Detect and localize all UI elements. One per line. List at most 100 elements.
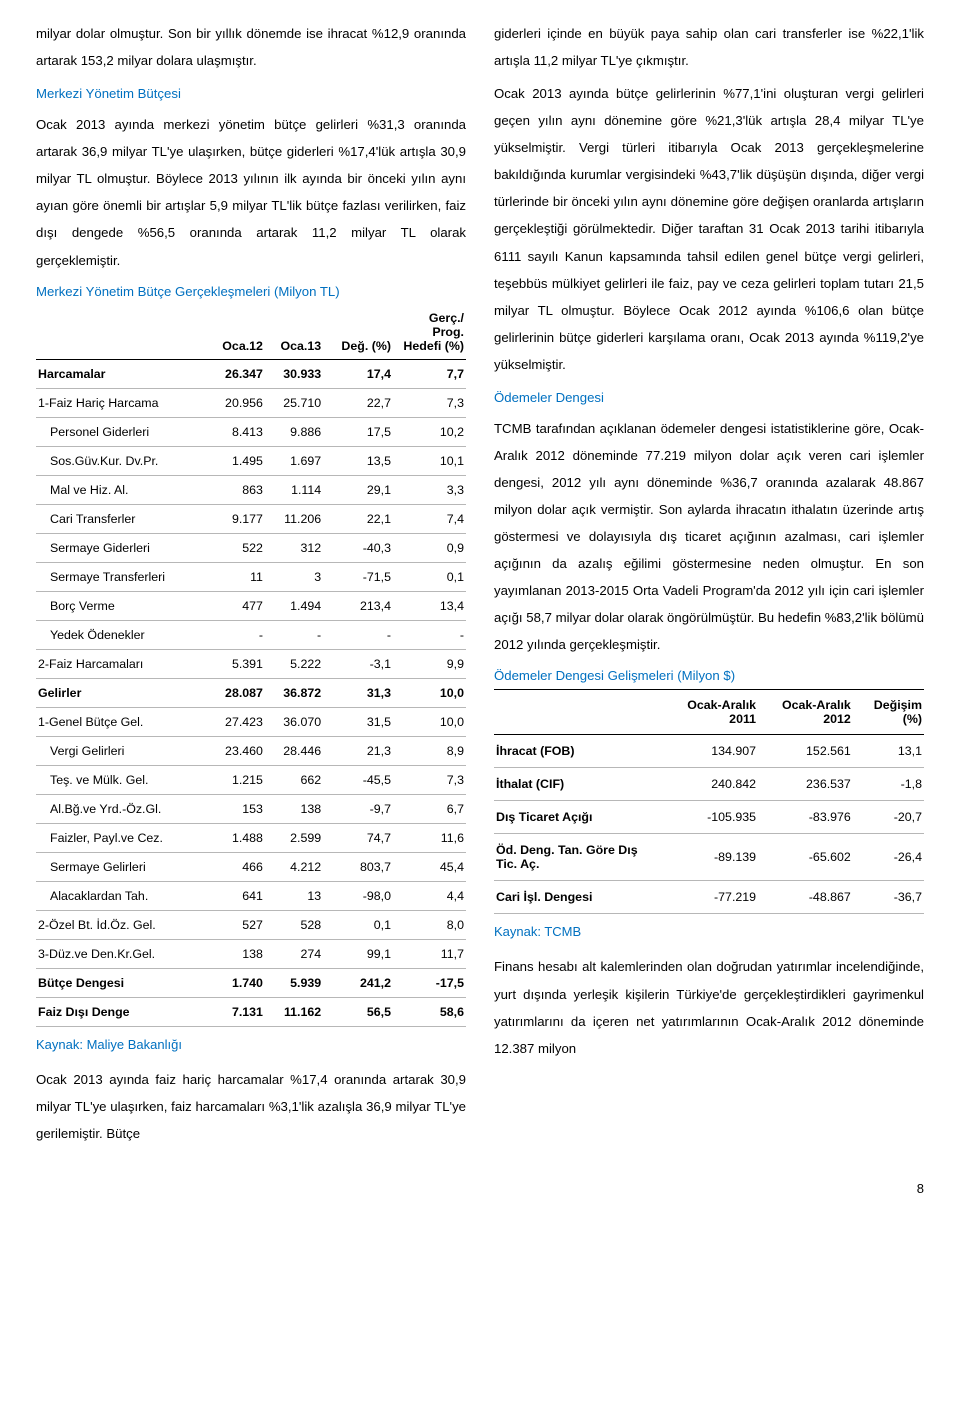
row-label: 2-Özel Bt. İd.Öz. Gel. [36,910,207,939]
row-value: 25.710 [265,388,323,417]
left-bottom-paragraph: Ocak 2013 ayında faiz hariç harcamalar %… [36,1066,466,1147]
row-value: -3,1 [323,649,393,678]
page-number: 8 [36,1181,924,1196]
row-value: 28.446 [265,736,323,765]
row-value: 22,7 [323,388,393,417]
right-para3: TCMB tarafından açıklanan ödemeler denge… [494,415,924,659]
row-value: -105.935 [663,801,758,834]
col-oca12: Oca.12 [207,305,265,360]
row-label: Cari Transferler [36,504,207,533]
row-label: 2-Faiz Harcamaları [36,649,207,678]
budget-paragraph: Ocak 2013 ayında merkezi yönetim bütçe g… [36,111,466,273]
row-label: Sos.Güv.Kur. Dv.Pr. [36,446,207,475]
row-value: 803,7 [323,852,393,881]
table-row: Personel Giderleri8.4139.88617,510,2 [36,417,466,446]
row-value: 17,5 [323,417,393,446]
row-value: 477 [207,591,265,620]
row-value: 3 [265,562,323,591]
row-value: 31,3 [323,678,393,707]
row-value: 11,7 [393,939,466,968]
table-row: Mal ve Hiz. Al.8631.11429,13,3 [36,475,466,504]
row-value: 8,0 [393,910,466,939]
row-value: 152.561 [758,735,853,768]
row-value: 466 [207,852,265,881]
intro-paragraph: milyar dolar olmuştur. Son bir yıllık dö… [36,20,466,74]
row-value: 1.114 [265,475,323,504]
row-value: 5.939 [265,968,323,997]
row-value: 7,3 [393,388,466,417]
row-value: 26.347 [207,359,265,388]
row-label: Mal ve Hiz. Al. [36,475,207,504]
row-label: Teş. ve Mülk. Gel. [36,765,207,794]
row-value: 11,6 [393,823,466,852]
row-value: 36.070 [265,707,323,736]
table-row: Borç Verme4771.494213,413,4 [36,591,466,620]
row-value: 74,7 [323,823,393,852]
row-value: 9.886 [265,417,323,446]
table-row: Yedek Ödenekler---- [36,620,466,649]
row-value: -1,8 [853,768,924,801]
row-label: Vergi Gelirleri [36,736,207,765]
row-value: -65.602 [758,834,853,881]
row-value: 1.488 [207,823,265,852]
table-row: Vergi Gelirleri23.46028.44621,38,9 [36,736,466,765]
row-value: 11.162 [265,997,323,1026]
row-value: 7,4 [393,504,466,533]
row-label: Sermaye Gelirleri [36,852,207,881]
row-value: 0,1 [323,910,393,939]
row-label: Cari İşl. Dengesi [494,881,663,914]
row-value: 240.842 [663,768,758,801]
row-label: Faizler, Payl.ve Cez. [36,823,207,852]
row-label: Harcamalar [36,359,207,388]
table-row: Sermaye Gelirleri4664.212803,745,4 [36,852,466,881]
row-value: -77.219 [663,881,758,914]
row-label: Bütçe Dengesi [36,968,207,997]
right-para2: Ocak 2013 ayında bütçe gelirlerinin %77,… [494,80,924,378]
row-value: 9.177 [207,504,265,533]
row-label: Faiz Dışı Denge [36,997,207,1026]
row-value: 6,7 [393,794,466,823]
row-value: 4.212 [265,852,323,881]
row-value: 10,1 [393,446,466,475]
bop-heading: Ödemeler Dengesi [494,384,924,411]
row-value: 11.206 [265,504,323,533]
row-value: 241,2 [323,968,393,997]
row-value: - [265,620,323,649]
bop-table: Ocak-Aralık 2011 Ocak-Aralık 2012 Değişi… [494,689,924,914]
row-value: 1.697 [265,446,323,475]
row-label: Sermaye Giderleri [36,533,207,562]
table-row: 1-Faiz Hariç Harcama20.95625.71022,77,3 [36,388,466,417]
budget-header-row: Oca.12 Oca.13 Değ. (%) Gerç./ Prog. Hede… [36,305,466,360]
right-column: giderleri içinde en büyük paya sahip ola… [494,20,924,1153]
row-value: 1.494 [265,591,323,620]
bop-col-2012: Ocak-Aralık 2012 [758,690,853,735]
row-value: -71,5 [323,562,393,591]
row-value: 10,0 [393,678,466,707]
bop-table-title: Ödemeler Dengesi Gelişmeleri (Milyon $) [494,668,924,683]
table-row: İhracat (FOB)134.907152.56113,1 [494,735,924,768]
col-chg: Değ. (%) [323,305,393,360]
table-row: Sermaye Giderleri522312-40,30,9 [36,533,466,562]
row-value: 138 [207,939,265,968]
row-value: 13,5 [323,446,393,475]
row-value: -45,5 [323,765,393,794]
row-label: İhracat (FOB) [494,735,663,768]
row-value: 2.599 [265,823,323,852]
row-value: 153 [207,794,265,823]
row-value: 527 [207,910,265,939]
row-value: 863 [207,475,265,504]
row-label: 3-Düz.ve Den.Kr.Gel. [36,939,207,968]
bop-header-row: Ocak-Aralık 2011 Ocak-Aralık 2012 Değişi… [494,690,924,735]
budget-heading: Merkezi Yönetim Bütçesi [36,80,466,107]
row-value: - [323,620,393,649]
bop-col-label [494,690,663,735]
row-label: Borç Verme [36,591,207,620]
row-value: 23.460 [207,736,265,765]
row-value: 30.933 [265,359,323,388]
row-label: Al.Bğ.ve Yrd.-Öz.Gl. [36,794,207,823]
row-value: 21,3 [323,736,393,765]
table-row: Sermaye Transferleri113-71,50,1 [36,562,466,591]
row-value: 99,1 [323,939,393,968]
row-value: 22,1 [323,504,393,533]
table-row: Sos.Güv.Kur. Dv.Pr.1.4951.69713,510,1 [36,446,466,475]
